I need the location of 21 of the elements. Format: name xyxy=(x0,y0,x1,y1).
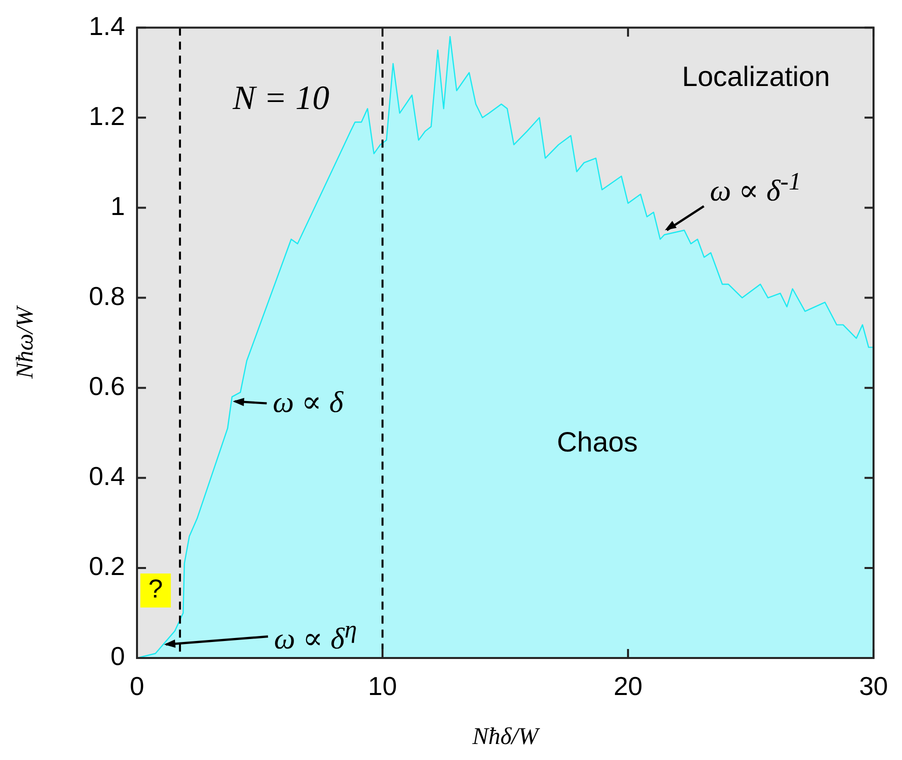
annotation: ω ∝ δ$^{-1}$ xyxy=(710,168,802,208)
annotation: ω ∝ δ$^{η}$ xyxy=(274,616,357,656)
x-tick-label: 30 xyxy=(859,670,888,701)
y-tick-label: 0.4 xyxy=(88,461,125,492)
x-tick-label: 0 xyxy=(130,670,144,701)
y-tick-label: 1.4 xyxy=(88,10,125,41)
annotation: ω ∝ δ xyxy=(272,386,344,420)
y-tick-label: 1.2 xyxy=(88,100,125,131)
y-tick-label: 1 xyxy=(110,190,125,221)
y-tick-label: 0 xyxy=(110,641,125,672)
annotation: Localization xyxy=(682,60,830,92)
y-tick-label: 0.8 xyxy=(88,280,125,311)
x-axis-title: Nħδ/W xyxy=(471,724,540,750)
y-axis-title: Nħω/W xyxy=(12,304,39,380)
annotation: N = 10 xyxy=(232,80,330,118)
x-tick-label: 10 xyxy=(368,670,397,701)
x-tick-label: 20 xyxy=(614,670,642,701)
annotation: Chaos xyxy=(556,426,638,458)
y-tick-label: 0.2 xyxy=(88,551,125,582)
y-tick-label: 0.6 xyxy=(88,371,125,401)
annotation: ? xyxy=(148,574,163,604)
